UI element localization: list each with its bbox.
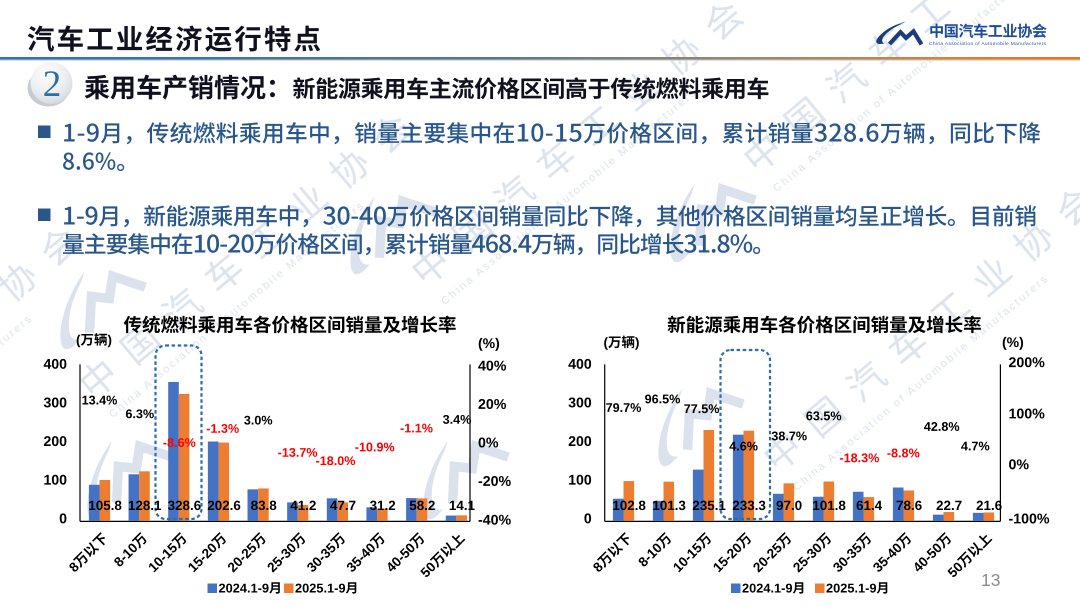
svg-text:13: 13: [981, 570, 1000, 590]
svg-text:China Association of Automobil: China Association of Automobile Manufact…: [929, 41, 1047, 47]
svg-text:2: 2: [43, 64, 62, 105]
